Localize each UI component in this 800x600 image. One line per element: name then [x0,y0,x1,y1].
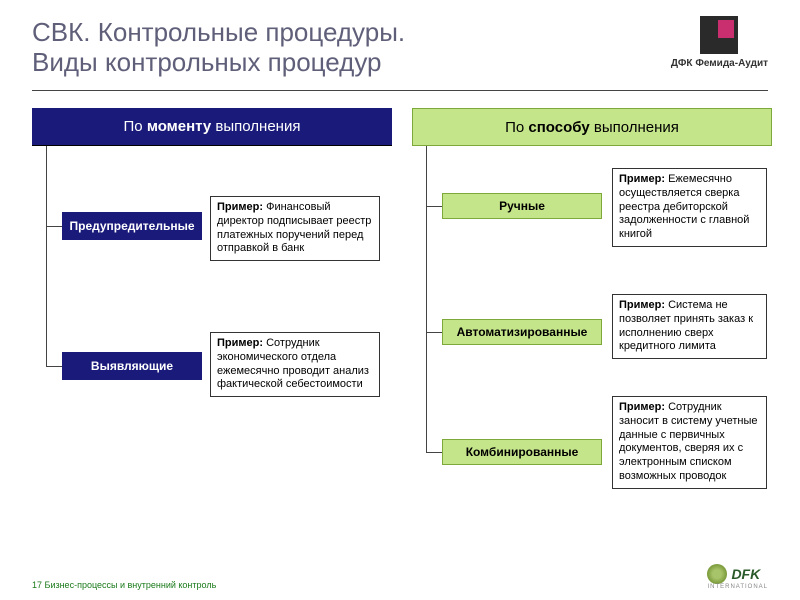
node-detective: Выявляющие [62,352,202,380]
example-automated: Пример: Система не позволяет принять зак… [612,294,767,359]
logo-label: ДФК Фемида-Аудит [671,58,768,69]
example-combined: Пример: Сотрудник заносит в систему учет… [612,396,767,489]
column-by-moment: По моменту выполнения Предупредительные … [32,108,392,536]
node-manual: Ручные [442,193,602,219]
slide-header: СВК. Контрольные процедуры. Виды контрол… [32,18,768,78]
connector-line [426,146,427,452]
footer-text: 17 Бизнес-процессы и внутренний контроль [32,580,216,590]
header-by-moment: По моменту выполнения [32,108,392,146]
title-line-2: Виды контрольных процедур [32,47,382,77]
column-by-method: По способу выполнения Ручные Пример: Еже… [412,108,772,536]
connector-line [46,146,47,366]
example-preventive: Пример: Финансовый директор подписывает … [210,196,380,261]
header-divider [32,90,768,91]
example-manual: Пример: Ежемесячно осуществляется сверка… [612,168,767,247]
slide-footer: 17 Бизнес-процессы и внутренний контроль… [32,564,768,590]
footer-logo-icon [707,564,727,584]
header-by-method: По способу выполнения [412,108,772,146]
footer-logo: DFK INTERNATIONAL [707,564,768,590]
title-line-1: СВК. Контрольные процедуры. [32,17,405,47]
tree-by-method: Ручные Пример: Ежемесячно осуществляется… [412,146,772,536]
node-preventive: Предупредительные [62,212,202,240]
tree-by-moment: Предупредительные Пример: Финансовый дир… [32,146,392,536]
example-detective: Пример: Сотрудник экономического отдела … [210,332,380,397]
logo-icon [700,16,738,54]
node-automated: Автоматизированные [442,319,602,345]
slide-title: СВК. Контрольные процедуры. Виды контрол… [32,18,768,78]
footer-logo-sub: INTERNATIONAL [707,584,768,590]
node-combined: Комбинированные [442,439,602,465]
company-logo: ДФК Фемида-Аудит [671,16,768,69]
